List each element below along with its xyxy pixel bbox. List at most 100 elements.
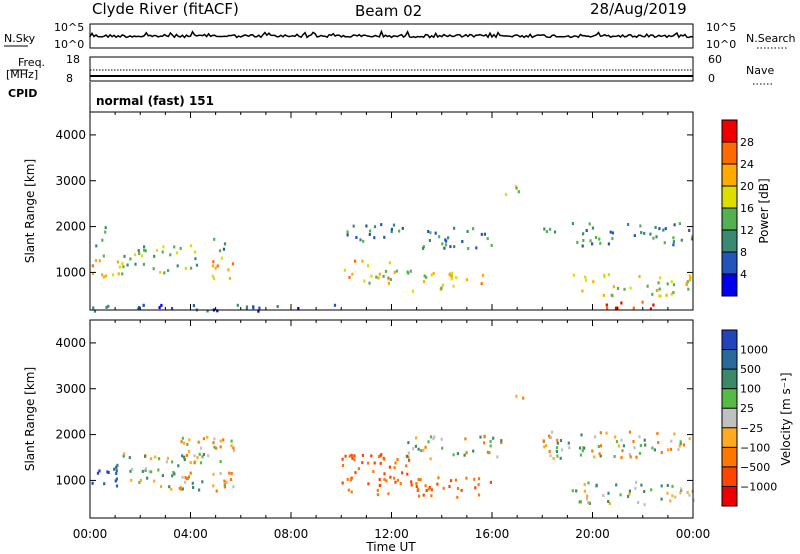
data-cell bbox=[129, 469, 132, 473]
data-cell bbox=[583, 446, 586, 450]
data-cell bbox=[605, 303, 608, 307]
data-cell bbox=[606, 306, 609, 310]
data-cell bbox=[401, 226, 404, 230]
data-cell bbox=[674, 495, 677, 499]
data-cell bbox=[180, 440, 183, 444]
data-cell bbox=[427, 440, 430, 444]
nave-label: Nave bbox=[746, 64, 774, 77]
data-cell bbox=[479, 435, 482, 439]
data-cell bbox=[173, 245, 176, 249]
data-cell bbox=[351, 456, 354, 460]
data-cell bbox=[206, 435, 209, 439]
data-cell bbox=[94, 259, 98, 262]
data-cell bbox=[579, 500, 582, 504]
data-cell bbox=[599, 241, 602, 245]
data-cell bbox=[671, 494, 674, 498]
data-cell bbox=[472, 227, 475, 231]
data-cell bbox=[161, 250, 164, 254]
data-cell bbox=[593, 455, 596, 459]
data-cell bbox=[427, 230, 430, 233]
data-cell bbox=[464, 437, 467, 441]
data-cell bbox=[672, 283, 676, 287]
colorbar-tick-label: −100 bbox=[740, 441, 770, 454]
data-cell bbox=[582, 232, 585, 236]
data-cell bbox=[98, 259, 101, 263]
colorbar-segment bbox=[722, 120, 737, 143]
data-cell bbox=[670, 439, 673, 443]
data-cell bbox=[165, 460, 168, 464]
data-cell bbox=[222, 438, 225, 442]
data-cell bbox=[659, 276, 662, 280]
data-cell bbox=[556, 438, 559, 442]
data-cell bbox=[393, 270, 396, 274]
data-cell bbox=[170, 487, 173, 491]
data-cell bbox=[473, 477, 476, 481]
data-cell bbox=[666, 484, 669, 487]
data-cell bbox=[361, 453, 364, 457]
data-cell bbox=[154, 455, 157, 459]
data-cell bbox=[440, 286, 443, 290]
data-cell bbox=[448, 485, 451, 488]
data-cell bbox=[496, 455, 499, 459]
data-cell bbox=[422, 280, 426, 284]
data-cell bbox=[161, 474, 164, 478]
data-cell bbox=[603, 275, 606, 279]
data-cell bbox=[483, 435, 486, 439]
data-cell bbox=[429, 435, 433, 439]
data-cell bbox=[396, 478, 400, 482]
data-cell bbox=[219, 472, 222, 475]
data-cell bbox=[690, 237, 694, 241]
x-tick-label: 00:00 bbox=[73, 527, 108, 541]
data-cell bbox=[477, 493, 481, 497]
data-cell bbox=[607, 491, 610, 495]
data-cell bbox=[587, 501, 590, 504]
data-cell bbox=[465, 278, 469, 282]
data-cell bbox=[189, 244, 193, 248]
data-cell bbox=[142, 303, 145, 307]
data-cell bbox=[390, 230, 393, 234]
data-cell bbox=[378, 483, 382, 487]
data-cell bbox=[556, 454, 559, 458]
data-cell bbox=[138, 480, 141, 484]
colorbar-segment bbox=[722, 427, 737, 448]
data-cell bbox=[223, 483, 226, 487]
data-cell bbox=[407, 271, 410, 275]
data-cell bbox=[122, 454, 125, 458]
data-cell bbox=[188, 450, 191, 453]
data-cell bbox=[646, 284, 649, 288]
data-cell bbox=[639, 444, 642, 448]
colorbar-segment bbox=[722, 230, 737, 253]
data-cell bbox=[201, 455, 204, 459]
data-cell bbox=[595, 483, 598, 487]
data-cell bbox=[213, 237, 216, 241]
data-cell bbox=[344, 454, 347, 458]
freq-tick-bottom: 8 bbox=[66, 72, 73, 85]
data-cell bbox=[190, 266, 193, 270]
data-cell bbox=[220, 256, 223, 260]
colorbar-segment bbox=[722, 486, 737, 507]
data-cell bbox=[430, 273, 433, 277]
data-cell bbox=[441, 242, 444, 246]
data-cell bbox=[166, 456, 170, 460]
data-cell bbox=[232, 446, 235, 450]
data-cell bbox=[104, 230, 107, 234]
data-cell bbox=[639, 224, 642, 228]
data-cell bbox=[101, 238, 104, 242]
data-cell bbox=[456, 487, 460, 490]
data-cell bbox=[158, 306, 161, 310]
data-cell bbox=[333, 303, 337, 307]
data-cell bbox=[679, 491, 682, 495]
data-cell bbox=[614, 306, 618, 310]
data-cell bbox=[555, 446, 559, 450]
data-cell bbox=[185, 453, 188, 457]
nsky-line bbox=[89, 29, 694, 39]
data-cell bbox=[689, 276, 692, 280]
data-cell bbox=[405, 464, 408, 468]
data-cell bbox=[385, 479, 388, 483]
data-cell bbox=[489, 480, 492, 484]
data-cell bbox=[216, 264, 219, 268]
data-cell bbox=[216, 309, 219, 313]
data-cell bbox=[486, 450, 489, 454]
y-tick-label: 1000 bbox=[55, 473, 86, 487]
data-cell bbox=[672, 240, 675, 244]
